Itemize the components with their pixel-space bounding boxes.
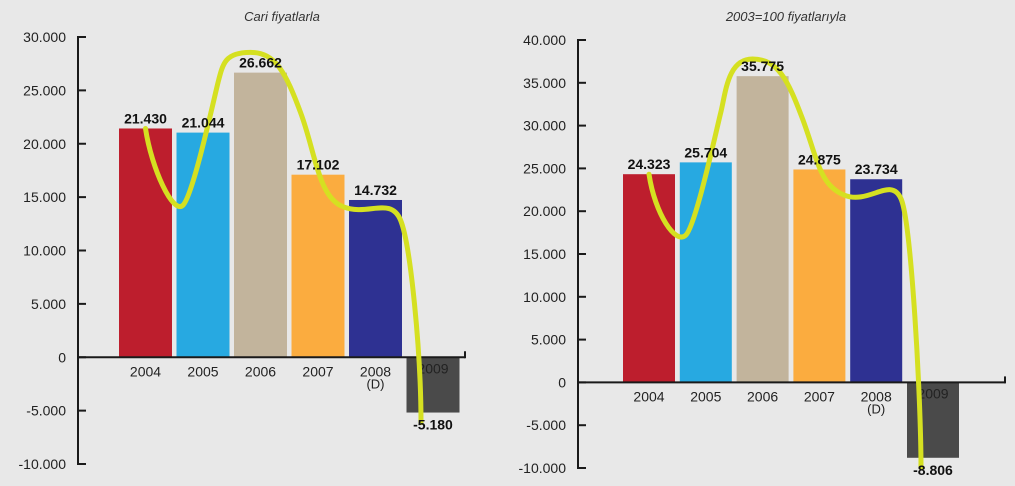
bar-2007 [793,169,846,383]
bar-2009 [406,357,460,413]
data-label: 21.044 [182,115,225,131]
chart-panel-2: 2003=100 fiyatlarıyla 40.000 35.000 30.000 2… [519,9,1006,478]
y-tick-label: 35.000 [523,75,566,91]
x-tick-label: 2005 [187,363,218,379]
y-tick-label: -10.000 [19,456,67,472]
y-tick-label: 10.000 [523,289,566,305]
data-label: 23.734 [855,161,898,177]
y-tick-label: 20.000 [23,136,66,152]
x-tick-label: 2006 [245,363,276,379]
data-label: 35.775 [741,58,784,74]
chart-title: 2003=100 fiyatlarıyla [725,9,846,24]
y-tick-label: 30.000 [23,29,66,45]
data-label: 14.732 [354,182,397,198]
y-tick-label: 40.000 [523,32,566,48]
data-label: -8.806 [913,462,953,478]
y-tick-label: 0 [558,374,566,390]
bar-2008 [349,199,402,358]
x-tick-label: 2004 [633,388,664,404]
data-label: 17.102 [297,157,340,173]
x-tick-sublabel: (D) [867,401,885,416]
x-tick-label: 2009 [417,360,448,376]
x-tick-label: 2008 [861,388,892,404]
data-label: 25.704 [684,144,727,160]
x-tick-label: 2007 [302,363,333,379]
y-tick-label: -10.000 [519,460,567,476]
y-tick-label: -5.000 [26,403,66,419]
bar-2008 [850,179,903,383]
y-tick-label: 15.000 [523,246,566,262]
bar-2005 [176,132,230,358]
y-tick-label: -5.000 [526,417,566,433]
y-tick-label: 5.000 [31,296,66,312]
data-label: -5.180 [413,417,453,433]
trend-curve [143,49,424,426]
y-tick-label: 10.000 [23,243,66,259]
y-tick-label: 0 [58,349,66,365]
bar-2009 [907,382,959,458]
bar-2006 [234,72,287,358]
data-label: 26.662 [239,55,282,71]
trend-curve [646,56,924,471]
bar-2005 [679,162,732,383]
x-tick-label: 2006 [747,388,778,404]
y-tick-label: 30.000 [523,118,566,134]
y-tick-label: 25.000 [23,82,66,98]
chart-title: Cari fiyatlarla [244,9,320,24]
x-tick-label: 2007 [804,388,835,404]
bar-2004 [119,128,172,358]
data-label: 24.323 [628,156,671,172]
x-tick-label: 2008 [360,363,391,379]
chart-panel-1: Cari fiyatlarla 30.000 25.000 20.000 15.000 1… [19,9,466,472]
x-tick-label: 2004 [130,363,161,379]
y-tick-label: 15.000 [23,189,66,205]
x-tick-label: 2009 [917,385,948,401]
bar-2006 [736,76,789,383]
y-tick-label: 5.000 [531,332,566,348]
x-tick-sublabel: (D) [366,376,384,391]
data-label: 24.875 [798,151,841,167]
y-tick-label: 20.000 [523,203,566,219]
bar-2004 [623,174,675,383]
x-tick-label: 2005 [690,388,721,404]
data-label: 21.430 [124,110,167,126]
y-tick-label: 25.000 [523,160,566,176]
